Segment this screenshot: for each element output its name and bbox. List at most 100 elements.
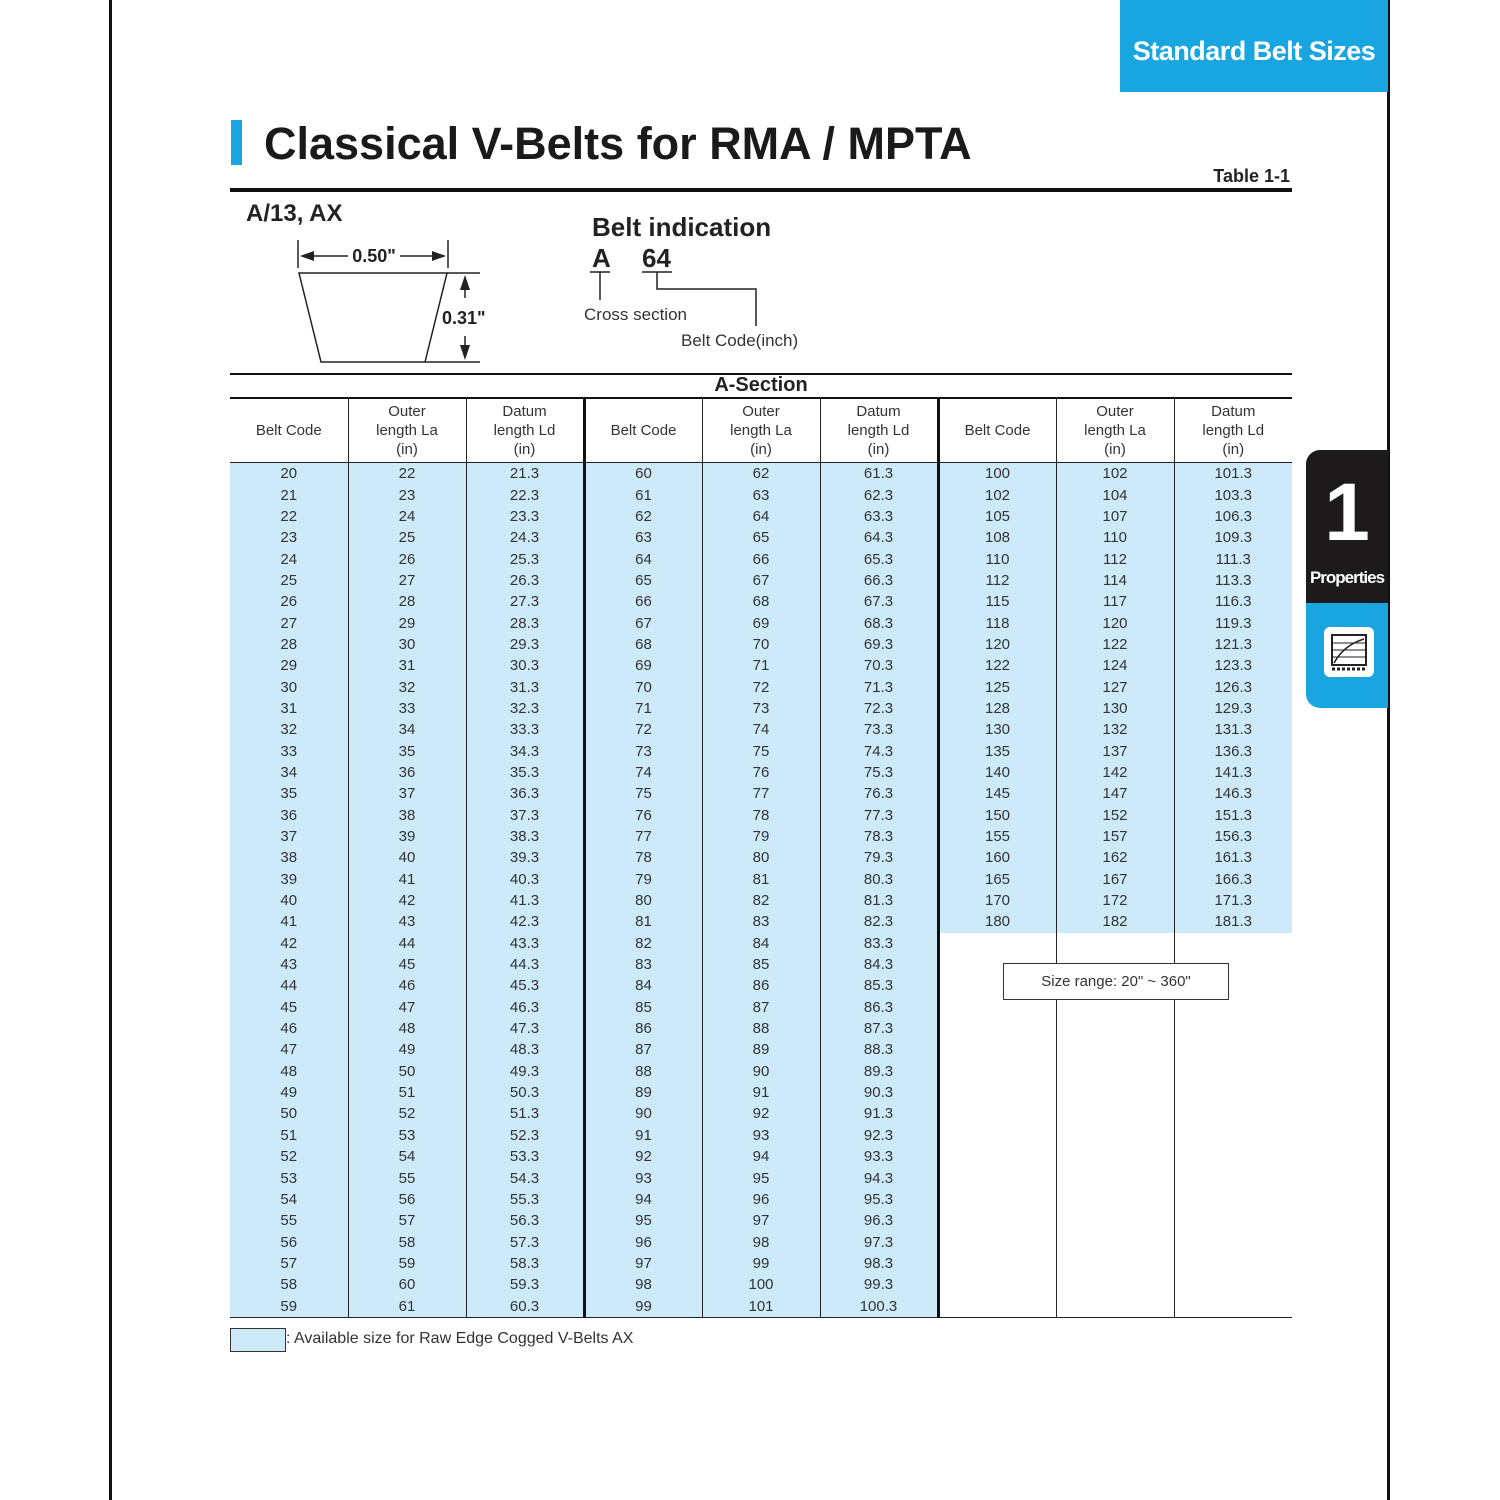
cell-outer-length: 38 [347,804,466,826]
cell-outer-length: 137 [1055,740,1174,762]
cell-datum-length: 78.3 [819,825,938,848]
cell-datum-length: 40.3 [465,868,584,890]
cell-datum-length [1173,1252,1292,1275]
cell-outer-length: 34 [347,719,466,741]
cell-datum-length: 36.3 [465,783,584,805]
cell-datum-length: 51.3 [465,1103,584,1125]
side-chapter-tab[interactable]: 1 Properties [1306,450,1388,708]
cell-outer-length: 122 [1055,633,1174,656]
cell-outer-length: 45 [347,953,466,976]
cell-belt-code: 43 [230,953,348,976]
cell-outer-length: 85 [701,953,820,976]
table-row: 24 26 25.3 64 66 65.3 110 112 111.3 [230,548,1292,570]
cell-outer-length: 35 [347,740,466,762]
cell-datum-length: 161.3 [1173,847,1292,869]
cell-datum-length: 41.3 [465,889,584,912]
cell-outer-length: 101 [701,1295,820,1318]
cell-belt-code: 20 [230,462,348,485]
cell-belt-code: 89 [582,1081,702,1104]
cell-datum-length: 24.3 [465,527,584,549]
cell-outer-length: 87 [701,996,820,1018]
cell-datum-length: 81.3 [819,889,938,912]
cell-outer-length: 51 [347,1081,466,1104]
cell-belt-code: 62 [582,505,702,528]
cell-belt-code: 155 [936,825,1056,848]
cell-datum-length: 54.3 [465,1167,584,1189]
cell-belt-code: 27 [230,612,348,634]
cell-outer-length [1055,996,1174,1018]
cell-outer-length: 80 [701,847,820,869]
cell-datum-length: 55.3 [465,1188,584,1211]
cell-datum-length: 31.3 [465,676,584,698]
cell-outer-length: 117 [1055,591,1174,613]
cell-outer-length: 110 [1055,527,1174,549]
cell-belt-code [936,1017,1056,1040]
cell-outer-length: 25 [347,527,466,549]
cell-datum-length [1173,932,1292,954]
cell-belt-code: 29 [230,655,348,677]
cell-belt-code: 51 [230,1124,348,1146]
cell-outer-length: 162 [1055,847,1174,869]
cell-outer-length: 62 [701,462,820,485]
cell-belt-code: 130 [936,719,1056,741]
cell-datum-length: 56.3 [465,1210,584,1232]
column-header-outer-length: Outer length La (in) [1055,398,1174,463]
cell-outer-length: 29 [347,612,466,634]
cell-belt-code: 54 [230,1188,348,1211]
table-row: 58 60 59.3 98 100 99.3 [230,1274,1292,1296]
cell-belt-code: 32 [230,719,348,741]
cell-belt-code [936,1231,1056,1253]
page-border-right [1387,0,1390,1500]
cell-outer-length [1055,1167,1174,1189]
cell-datum-length: 72.3 [819,697,938,720]
table-row: 27 29 28.3 67 69 68.3 118 120 119.3 [230,612,1292,634]
cell-datum-length: 23.3 [465,505,584,528]
cell-belt-code [936,1146,1056,1168]
cell-datum-length [1173,1017,1292,1040]
cell-belt-code: 26 [230,591,348,613]
cell-belt-code [936,996,1056,1018]
cell-outer-length: 60 [347,1274,466,1296]
cell-datum-length: 101.3 [1173,462,1292,485]
cell-belt-code: 56 [230,1231,348,1253]
cell-datum-length: 50.3 [465,1081,584,1104]
cell-outer-length: 82 [701,889,820,912]
cell-datum-length: 37.3 [465,804,584,826]
cell-outer-length: 127 [1055,676,1174,698]
cell-belt-code: 97 [582,1252,702,1275]
cell-outer-length: 42 [347,889,466,912]
table-row: 52 54 53.3 92 94 93.3 [230,1146,1292,1168]
cell-belt-code: 82 [582,932,702,954]
legend-text: : Available size for Raw Edge Cogged V-B… [286,1330,634,1347]
cell-datum-length: 111.3 [1173,548,1292,570]
cell-belt-code: 47 [230,1039,348,1061]
cell-outer-length: 77 [701,783,820,805]
cell-belt-code: 87 [582,1039,702,1061]
cell-belt-code: 31 [230,697,348,720]
cell-datum-length: 29.3 [465,633,584,656]
cell-belt-code: 34 [230,761,348,784]
cell-datum-length [1173,1231,1292,1253]
table-row: 36 38 37.3 76 78 77.3 150 152 151.3 [230,804,1292,826]
cell-belt-code: 28 [230,633,348,656]
cell-datum-length: 131.3 [1173,719,1292,741]
table-row: 30 32 31.3 70 72 71.3 125 127 126.3 [230,676,1292,698]
cell-outer-length: 48 [347,1017,466,1040]
cell-datum-length: 83.3 [819,932,938,954]
cell-datum-length: 43.3 [465,932,584,954]
cell-outer-length: 76 [701,761,820,784]
cell-belt-code: 64 [582,548,702,570]
cell-belt-code [936,932,1056,954]
cell-datum-length: 171.3 [1173,889,1292,912]
cell-belt-code: 57 [230,1252,348,1275]
cell-datum-length: 60.3 [465,1295,584,1318]
table-row: 57 59 58.3 97 99 98.3 [230,1252,1292,1275]
cell-outer-length: 49 [347,1039,466,1061]
cell-datum-length: 45.3 [465,975,584,997]
cell-outer-length: 53 [347,1124,466,1146]
cell-outer-length: 91 [701,1081,820,1104]
cross-section-label: A/13, AX [246,200,343,227]
cell-datum-length [1173,996,1292,1018]
cell-outer-length: 46 [347,975,466,997]
cell-outer-length [1055,1124,1174,1146]
